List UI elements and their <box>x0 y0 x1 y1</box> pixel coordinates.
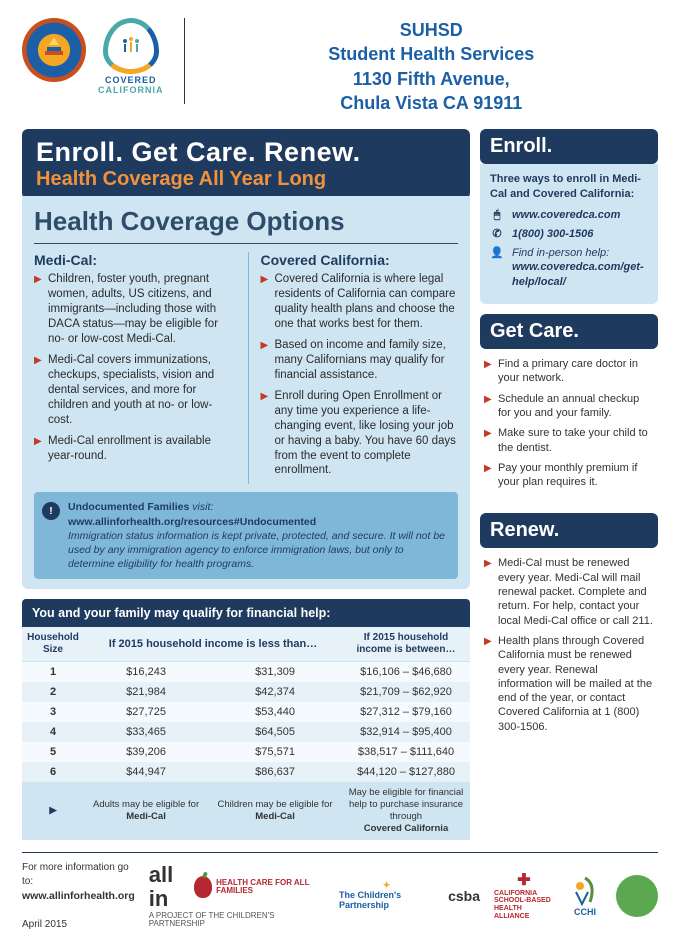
financial-table-card: You and your family may qualify for fina… <box>22 599 470 840</box>
org-address: SUHSD Student Health Services 1130 Fifth… <box>205 18 659 115</box>
list-item: Medi-Cal must be renewed every year. Med… <box>484 556 654 627</box>
more-label: For more information go to: <box>22 862 129 887</box>
getcare-heading: Get Care. <box>480 314 658 349</box>
options-box: Health Coverage Options Medi-Cal: Childr… <box>22 196 470 589</box>
foot-adults: Adults may be eligible forMedi-Cal <box>84 782 208 840</box>
covered-ca-column: Covered California: Covered California i… <box>248 252 459 484</box>
arrow-icon: ▶ <box>22 782 84 840</box>
banner-subtitle: Health Coverage All Year Long <box>36 168 456 191</box>
list-item: Covered California is where legal reside… <box>261 272 459 332</box>
csba-logo: csba <box>448 889 480 904</box>
cc-list: Covered California is where legal reside… <box>261 272 459 478</box>
footer-info: For more information go to: www.allinfor… <box>22 861 135 932</box>
green-badge-icon <box>616 875 658 917</box>
list-item: Find a primary care doctor in your netwo… <box>484 357 654 386</box>
table-row: 2$21,984$42,374$21,709 – $62,920 <box>22 682 470 702</box>
org-line: Chula Vista CA 91911 <box>205 91 659 115</box>
apple-icon <box>194 876 212 898</box>
more-url: www.allinforhealth.org <box>22 890 135 902</box>
enroll-phone: 1(800) 300-1506 <box>512 227 593 242</box>
covered-label-top: COVERED <box>105 75 157 85</box>
header: COVEREDCALIFORNIA SUHSD Student Health S… <box>22 18 658 115</box>
list-item: Medi-Cal covers immunizations, checkups,… <box>34 353 232 428</box>
header-divider <box>184 18 185 104</box>
undoc-visit: visit: <box>189 501 213 513</box>
alert-icon: ! <box>42 502 60 520</box>
mouse-icon: 🖱 <box>490 208 504 223</box>
help-url: www.coveredca.com/get-help/local/ <box>512 261 644 288</box>
main-banner: Enroll. Get Care. Renew. Health Coverage… <box>22 129 470 199</box>
options-title: Health Coverage Options <box>34 204 458 244</box>
table-footer-row: ▶ Adults may be eligible forMedi-Cal Chi… <box>22 782 470 840</box>
list-item: Make sure to take your child to the dent… <box>484 426 654 455</box>
cchi-logo: CCHI <box>568 874 602 918</box>
table-row: 1$16,243$31,309$16,106 – $46,680 <box>22 662 470 683</box>
phone-contact: ✆ 1(800) 300-1506 <box>490 227 648 242</box>
help-label: Find in-person help: <box>512 247 609 259</box>
table-row: 5$39,206$75,571$38,517 – $111,640 <box>22 742 470 762</box>
col-less-than: If 2015 household income is less than… <box>84 627 342 662</box>
enroll-box: Three ways to enroll in Medi-Cal and Cov… <box>480 164 658 304</box>
table-row: 3$27,725$53,440$27,312 – $79,160 <box>22 702 470 722</box>
footer-date: April 2015 <box>22 919 67 930</box>
col-household: Household Size <box>22 627 84 662</box>
web-contact: 🖱 www.coveredca.com <box>490 208 648 223</box>
phone-icon: ✆ <box>490 227 504 242</box>
cc-heading: Covered California: <box>261 252 459 268</box>
cchi-icon <box>568 874 602 908</box>
org-line: SUHSD <box>205 18 659 42</box>
enroll-intro: Three ways to enroll in Medi-Cal and Cov… <box>490 172 648 202</box>
col-between: If 2015 household income is between… <box>342 627 470 662</box>
allin-wordmark: all in <box>149 863 190 911</box>
table-row: 6$44,947$86,637$44,120 – $127,880 <box>22 762 470 782</box>
list-item: Pay your monthly premium if your plan re… <box>484 461 654 490</box>
financial-table: Household Size If 2015 household income … <box>22 627 470 840</box>
org-line: Student Health Services <box>205 42 659 66</box>
undoc-title: Undocumented Families <box>68 501 189 513</box>
list-item: Enroll during Open Enrollment or any tim… <box>261 389 459 479</box>
table-row: 4$33,465$64,505$32,914 – $95,400 <box>22 722 470 742</box>
list-item: Schedule an annual checkup for you and y… <box>484 392 654 421</box>
list-item: Children, foster youth, pregnant women, … <box>34 272 232 347</box>
sbha-logo: ✚CALIFORNIA SCHOOL-BASED HEALTH ALLIANCE <box>494 872 554 920</box>
table-title: You and your family may qualify for fina… <box>22 599 470 627</box>
undoc-url: www.allinforhealth.org/resources#Undocum… <box>68 516 316 528</box>
childrens-partnership-logo: ✦The Children's Partnership <box>339 881 434 911</box>
foot-children: Children may be eligible forMedi-Cal <box>208 782 342 840</box>
renew-heading: Renew. <box>480 513 658 548</box>
org-line: 1130 Fifth Avenue, <box>205 67 659 91</box>
table-body: 1$16,243$31,309$16,106 – $46,680 2$21,98… <box>22 662 470 840</box>
getcare-box: Find a primary care doctor in your netwo… <box>480 349 658 503</box>
help-contact: 👤 Find in-person help: www.coveredca.com/g… <box>490 246 648 291</box>
medical-heading: Medi-Cal: <box>34 252 232 268</box>
medical-column: Medi-Cal: Children, foster youth, pregna… <box>34 252 232 484</box>
medical-list: Children, foster youth, pregnant women, … <box>34 272 232 463</box>
covered-california-logo: COVEREDCALIFORNIA <box>98 18 164 96</box>
banner-title: Enroll. Get Care. Renew. <box>36 137 456 168</box>
list-item: Health plans through Covered California … <box>484 634 654 734</box>
covered-california-icon <box>103 18 159 74</box>
enroll-heading: Enroll. <box>480 129 658 164</box>
dept-education-seal-icon <box>22 18 86 82</box>
hcaf-label: HEALTH CARE FOR ALL FAMILIES <box>216 879 325 895</box>
undocumented-callout: ! Undocumented Families visit: www.allin… <box>34 492 458 579</box>
foot-covered: May be eligible for financial help to pu… <box>342 782 470 840</box>
allin-subtitle: A PROJECT OF THE CHILDREN'S PARTNERSHIP <box>149 912 325 930</box>
footer: For more information go to: www.allinfor… <box>22 852 658 932</box>
covered-label-bottom: CALIFORNIA <box>98 85 164 95</box>
undoc-body: Immigration status information is kept p… <box>68 530 445 570</box>
list-item: Based on income and family size, many Ca… <box>261 338 459 383</box>
allin-logo: all in HEALTH CARE FOR ALL FAMILIES A PR… <box>149 863 325 929</box>
enroll-web: www.coveredca.com <box>512 208 620 223</box>
list-item: Medi-Cal enrollment is available year-ro… <box>34 434 232 464</box>
renew-box: Medi-Cal must be renewed every year. Med… <box>480 548 658 748</box>
person-icon: 👤 <box>490 246 504 261</box>
